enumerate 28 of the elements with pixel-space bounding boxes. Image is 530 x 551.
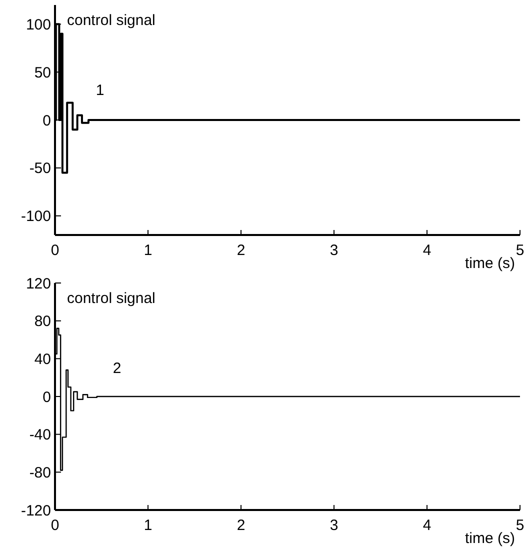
y-tick-label: -120 — [20, 502, 51, 520]
x-tick-label: 2 — [236, 242, 246, 259]
x-tick-label: 2 — [236, 517, 246, 534]
x-tick-label: 4 — [422, 517, 432, 534]
x-axis-title: time (s) — [465, 255, 515, 272]
x-tick-label: 1 — [144, 517, 152, 534]
x-tick-label: 1 — [144, 242, 152, 259]
y-tick-label: 0 — [42, 388, 51, 406]
x-tick-label: 3 — [330, 242, 338, 259]
x-tick-label: 3 — [330, 517, 338, 534]
y-tick-label: 40 — [34, 350, 51, 368]
y-tick-label: 0 — [42, 112, 51, 130]
y-tick-label: -50 — [29, 160, 51, 178]
y-tick-label: -40 — [29, 426, 51, 444]
y-axis-title: control signal — [67, 12, 156, 29]
y-tick-label: 80 — [34, 313, 51, 330]
x-axis-title: time (s) — [465, 530, 515, 547]
y-tick-label: 100 — [26, 16, 51, 34]
y-tick-label: 50 — [34, 64, 51, 82]
annotation: 1 — [96, 82, 104, 99]
x-tick-label: 5 — [516, 517, 524, 534]
x-tick-label: 5 — [516, 242, 524, 259]
y-axis-title: control signal — [67, 290, 156, 307]
y-tick-label: -80 — [29, 464, 51, 482]
annotation: 2 — [112, 360, 122, 377]
y-tick-label: -100 — [20, 208, 51, 226]
y-tick-label: 120 — [26, 275, 51, 292]
x-tick-label: 4 — [422, 242, 432, 259]
